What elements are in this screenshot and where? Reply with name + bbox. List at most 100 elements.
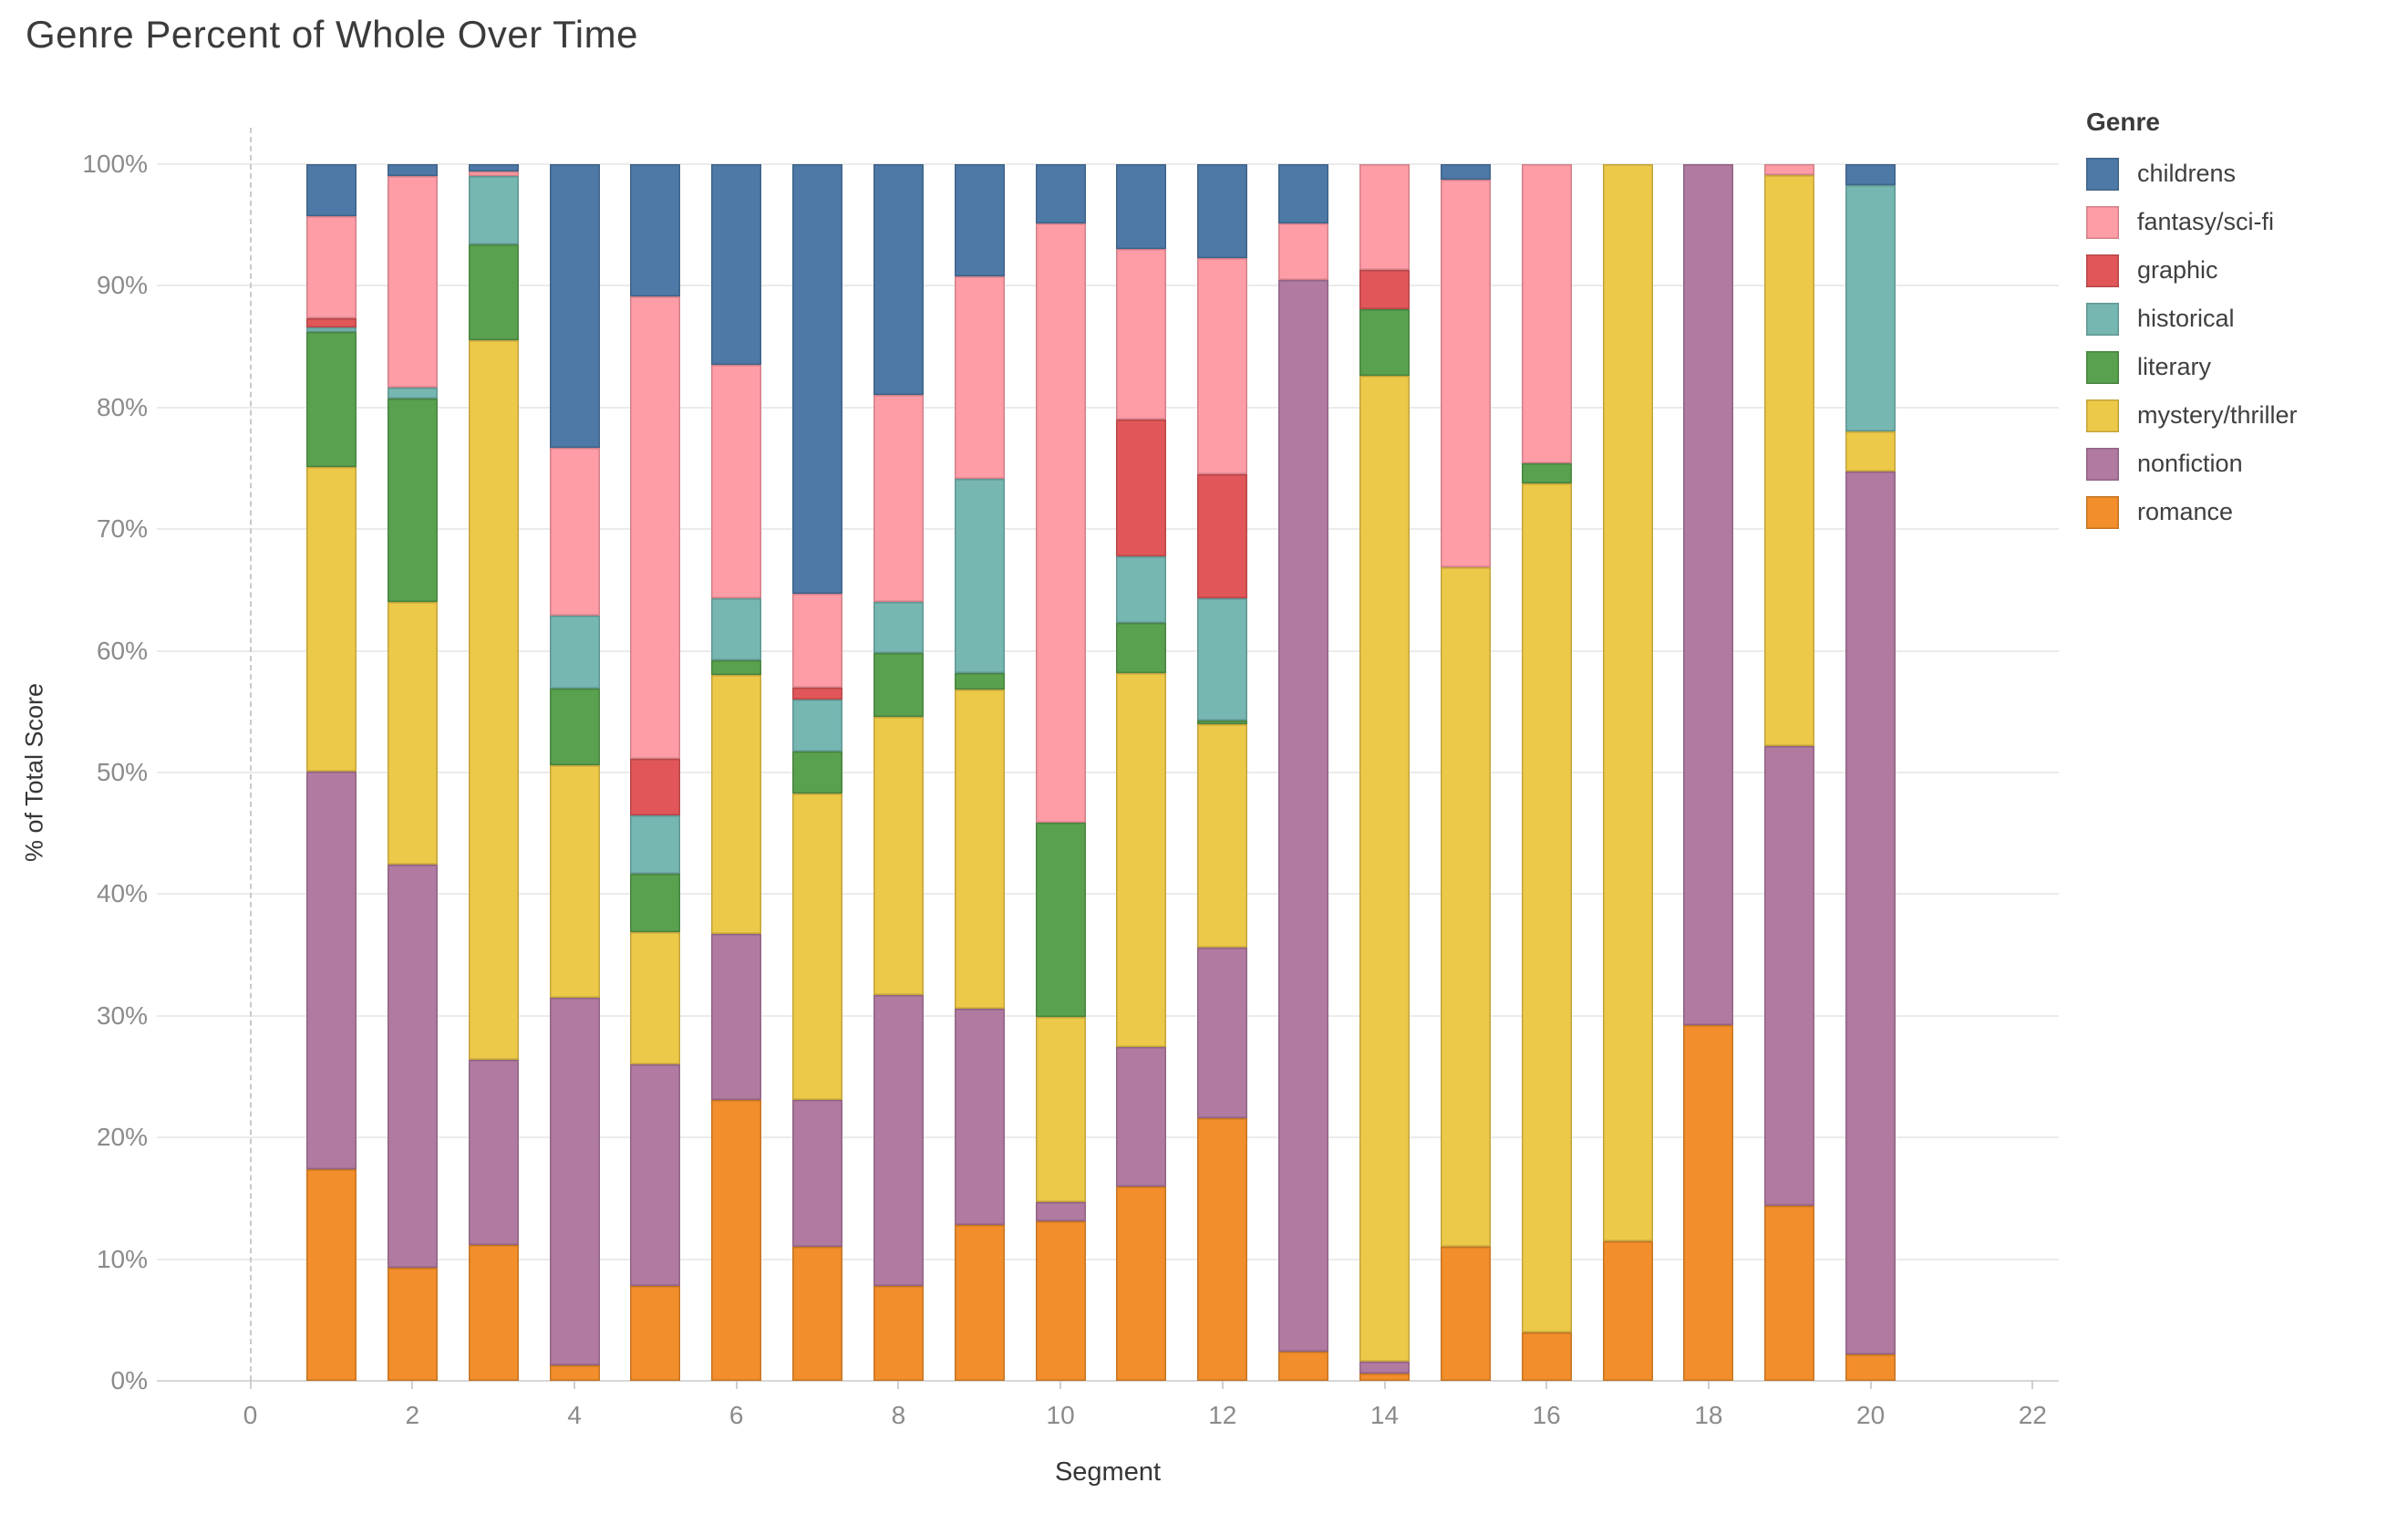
bar-block-romance[interactable] [954, 1225, 1005, 1381]
legend-item-romance[interactable]: romance [2086, 488, 2396, 536]
legend-item-childrens[interactable]: childrens [2086, 150, 2396, 198]
bar-segment-20[interactable] [1845, 164, 1896, 1381]
bar-block-childrens[interactable] [1197, 164, 1248, 258]
bar-block-fantasy-sci-fi[interactable] [954, 275, 1005, 480]
bar-segment-7[interactable] [792, 164, 843, 1381]
bar-block-nonfiction[interactable] [387, 865, 438, 1268]
bar-block-fantasy-sci-fi[interactable] [711, 365, 762, 599]
bar-segment-1[interactable] [305, 164, 357, 1381]
bar-segment-6[interactable] [711, 164, 762, 1381]
bar-block-mystery-thriller[interactable] [1035, 1017, 1086, 1202]
bar-block-graphic[interactable] [305, 318, 357, 327]
bar-block-nonfiction[interactable] [549, 997, 600, 1365]
bar-block-historical[interactable] [387, 388, 438, 399]
bar-block-historical[interactable] [711, 598, 762, 661]
bar-segment-3[interactable] [468, 164, 519, 1381]
bar-block-childrens[interactable] [792, 164, 843, 594]
bar-segment-4[interactable] [549, 164, 600, 1381]
bar-block-mystery-thriller[interactable] [468, 340, 519, 1060]
bar-block-fantasy-sci-fi[interactable] [1440, 180, 1491, 567]
bar-block-literary[interactable] [1116, 622, 1167, 673]
bar-segment-17[interactable] [1602, 164, 1653, 1381]
bar-block-nonfiction[interactable] [1359, 1361, 1410, 1374]
bar-block-romance[interactable] [1035, 1221, 1086, 1381]
bar-block-historical[interactable] [305, 327, 357, 333]
bar-segment-8[interactable] [873, 164, 924, 1381]
bar-block-romance[interactable] [630, 1285, 681, 1381]
bar-segment-5[interactable] [630, 164, 681, 1381]
bar-segment-12[interactable] [1197, 164, 1248, 1381]
bar-block-graphic[interactable] [1116, 420, 1167, 556]
bar-block-nonfiction[interactable] [1197, 948, 1248, 1118]
bar-block-fantasy-sci-fi[interactable] [1116, 249, 1167, 420]
bar-block-romance[interactable] [1602, 1240, 1653, 1381]
bar-block-childrens[interactable] [549, 164, 600, 448]
bar-block-mystery-thriller[interactable] [549, 764, 600, 998]
bar-block-historical[interactable] [954, 479, 1005, 673]
bar-block-mystery-thriller[interactable] [954, 690, 1005, 1009]
bar-block-fantasy-sci-fi[interactable] [792, 593, 843, 688]
bar-block-romance[interactable] [1521, 1332, 1572, 1381]
bar-block-romance[interactable] [549, 1364, 600, 1381]
bar-block-romance[interactable] [387, 1267, 438, 1381]
bar-block-graphic[interactable] [1197, 474, 1248, 599]
bar-block-literary[interactable] [1197, 720, 1248, 724]
legend-item-historical[interactable]: historical [2086, 295, 2396, 343]
bar-block-literary[interactable] [954, 672, 1005, 690]
bar-block-childrens[interactable] [711, 164, 762, 366]
bar-block-mystery-thriller[interactable] [711, 675, 762, 935]
bar-block-fantasy-sci-fi[interactable] [1278, 223, 1329, 280]
bar-block-literary[interactable] [468, 244, 519, 341]
bar-block-nonfiction[interactable] [1845, 472, 1896, 1354]
bar-block-mystery-thriller[interactable] [873, 716, 924, 996]
bar-block-mystery-thriller[interactable] [1764, 175, 1815, 746]
bar-block-literary[interactable] [1521, 463, 1572, 483]
bar-block-childrens[interactable] [1440, 164, 1491, 181]
bar-block-fantasy-sci-fi[interactable] [549, 447, 600, 616]
bar-block-romance[interactable] [1440, 1247, 1491, 1381]
bar-block-fantasy-sci-fi[interactable] [1197, 257, 1248, 475]
bar-segment-19[interactable] [1764, 164, 1815, 1381]
bar-block-romance[interactable] [792, 1247, 843, 1381]
bar-block-romance[interactable] [1845, 1353, 1896, 1381]
bar-block-mystery-thriller[interactable] [1359, 376, 1410, 1362]
bar-block-nonfiction[interactable] [1278, 279, 1329, 1352]
bar-block-nonfiction[interactable] [711, 934, 762, 1100]
bar-block-literary[interactable] [711, 660, 762, 676]
bar-block-historical[interactable] [468, 176, 519, 245]
bar-block-mystery-thriller[interactable] [1116, 672, 1167, 1048]
bar-block-childrens[interactable] [468, 164, 519, 171]
bar-block-nonfiction[interactable] [1035, 1201, 1086, 1222]
bar-block-nonfiction[interactable] [1683, 164, 1734, 1026]
bar-segment-15[interactable] [1440, 164, 1491, 1381]
bar-block-romance[interactable] [873, 1285, 924, 1381]
bar-block-fantasy-sci-fi[interactable] [387, 176, 438, 389]
bar-block-nonfiction[interactable] [792, 1099, 843, 1248]
bar-block-historical[interactable] [1197, 598, 1248, 721]
bar-block-graphic[interactable] [792, 687, 843, 700]
bar-block-historical[interactable] [1116, 555, 1167, 623]
legend-item-mystery-thriller[interactable]: mystery/thriller [2086, 391, 2396, 440]
bar-block-romance[interactable] [305, 1168, 357, 1381]
bar-block-nonfiction[interactable] [630, 1064, 681, 1286]
bar-block-romance[interactable] [1764, 1205, 1815, 1381]
bar-block-nonfiction[interactable] [1764, 745, 1815, 1206]
bar-block-historical[interactable] [873, 602, 924, 654]
bar-block-romance[interactable] [1359, 1373, 1410, 1381]
bar-block-literary[interactable] [305, 332, 357, 468]
bar-block-mystery-thriller[interactable] [1440, 566, 1491, 1248]
bar-block-mystery-thriller[interactable] [305, 467, 357, 772]
bar-segment-11[interactable] [1116, 164, 1167, 1381]
bar-block-fantasy-sci-fi[interactable] [630, 296, 681, 760]
bar-block-literary[interactable] [1035, 822, 1086, 1018]
bar-block-childrens[interactable] [1278, 164, 1329, 224]
bar-block-mystery-thriller[interactable] [1845, 431, 1896, 472]
bar-block-nonfiction[interactable] [305, 771, 357, 1169]
bar-block-literary[interactable] [387, 399, 438, 603]
bar-block-historical[interactable] [549, 615, 600, 689]
bar-block-romance[interactable] [711, 1099, 762, 1381]
bar-block-literary[interactable] [873, 653, 924, 717]
bar-segment-14[interactable] [1359, 164, 1410, 1381]
legend-item-fantasy-sci-fi[interactable]: fantasy/sci-fi [2086, 198, 2396, 246]
bar-block-nonfiction[interactable] [954, 1008, 1005, 1226]
